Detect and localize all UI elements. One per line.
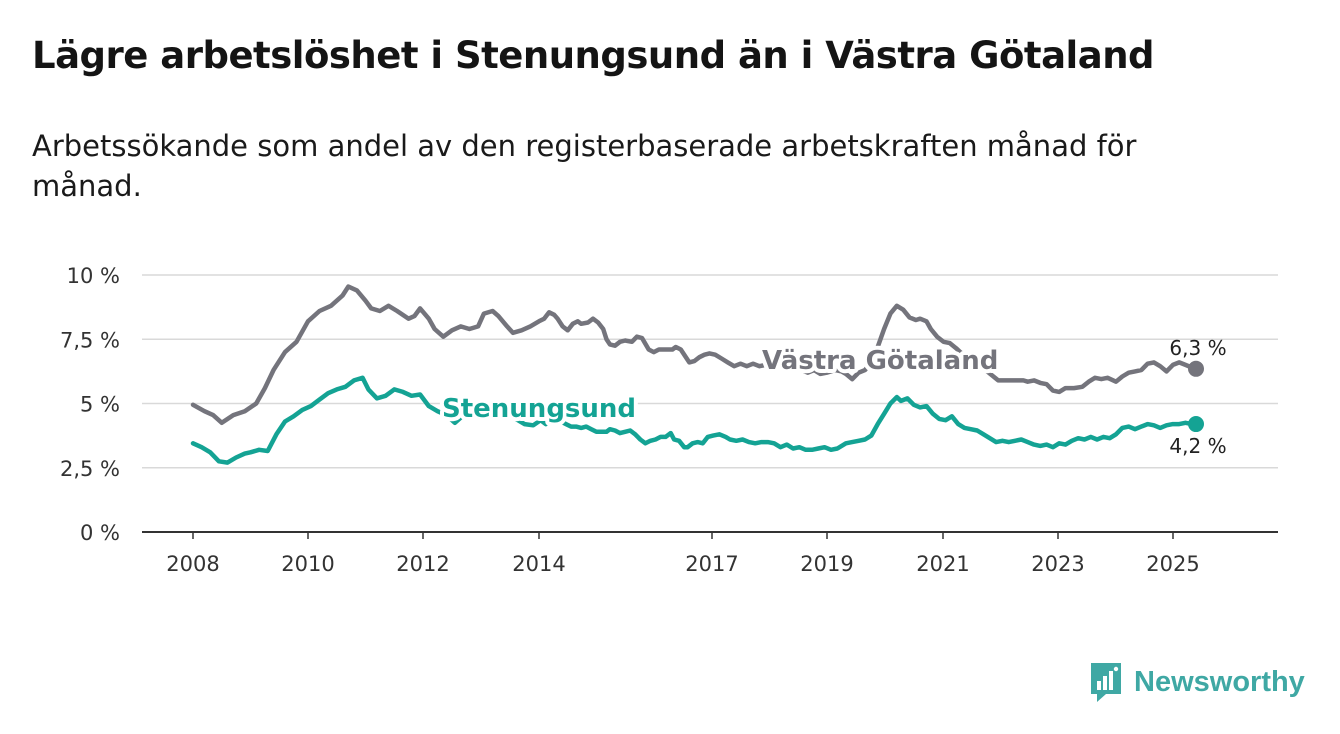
series-line-vastra-gotaland — [190, 284, 1199, 426]
x-tick-label: 2017 — [685, 552, 738, 576]
grid-lines — [142, 274, 1278, 469]
x-tick-label: 2021 — [916, 552, 969, 576]
x-tick-label: 2008 — [166, 552, 219, 576]
y-tick-label: 2,5 % — [60, 457, 120, 481]
axes — [142, 531, 1278, 539]
series-end-point — [1188, 360, 1204, 377]
x-tick-label: 2012 — [396, 552, 449, 576]
brand-name: Newsworthy — [1134, 665, 1305, 698]
series-end-label: 6,3 % — [1169, 336, 1226, 360]
series-label-stenungsund: Stenungsund — [442, 394, 636, 424]
y-tick-label: 7,5 % — [60, 328, 120, 352]
chart-title: Lägre arbetslöshet i Stenungsund än i Vä… — [32, 34, 1155, 77]
y-tick-label: 0 % — [80, 521, 120, 545]
series-lines — [190, 284, 1204, 465]
x-tick-label: 2014 — [512, 552, 565, 576]
series-label-vastra-gotaland: Västra Götaland — [762, 346, 998, 376]
x-tick-label: 2010 — [281, 552, 334, 576]
line-chart: 0 % 2,5 % 5 % 7,5 % 10 % 2008 2010 2012 2014 2017… — [60, 264, 1278, 576]
series-end-point — [1188, 416, 1204, 433]
x-tick-label: 2019 — [800, 552, 853, 576]
x-tick-label: 2023 — [1031, 552, 1084, 576]
y-tick-label: 5 % — [80, 393, 120, 417]
series-line-stenungsund — [190, 375, 1199, 465]
brand-logo: Newsworthy — [1088, 660, 1305, 704]
y-tick-label: 10 % — [67, 264, 120, 288]
labels: 0 % 2,5 % 5 % 7,5 % 10 % 2008 2010 2012 2014 2017… — [60, 264, 1227, 576]
chart-subtitle: Arbetssökande som andel av den registerb… — [32, 129, 1137, 203]
newsworthy-logo-icon — [1091, 663, 1121, 702]
series-end-label: 4,2 % — [1169, 434, 1226, 458]
x-tick-label: 2025 — [1146, 552, 1199, 576]
